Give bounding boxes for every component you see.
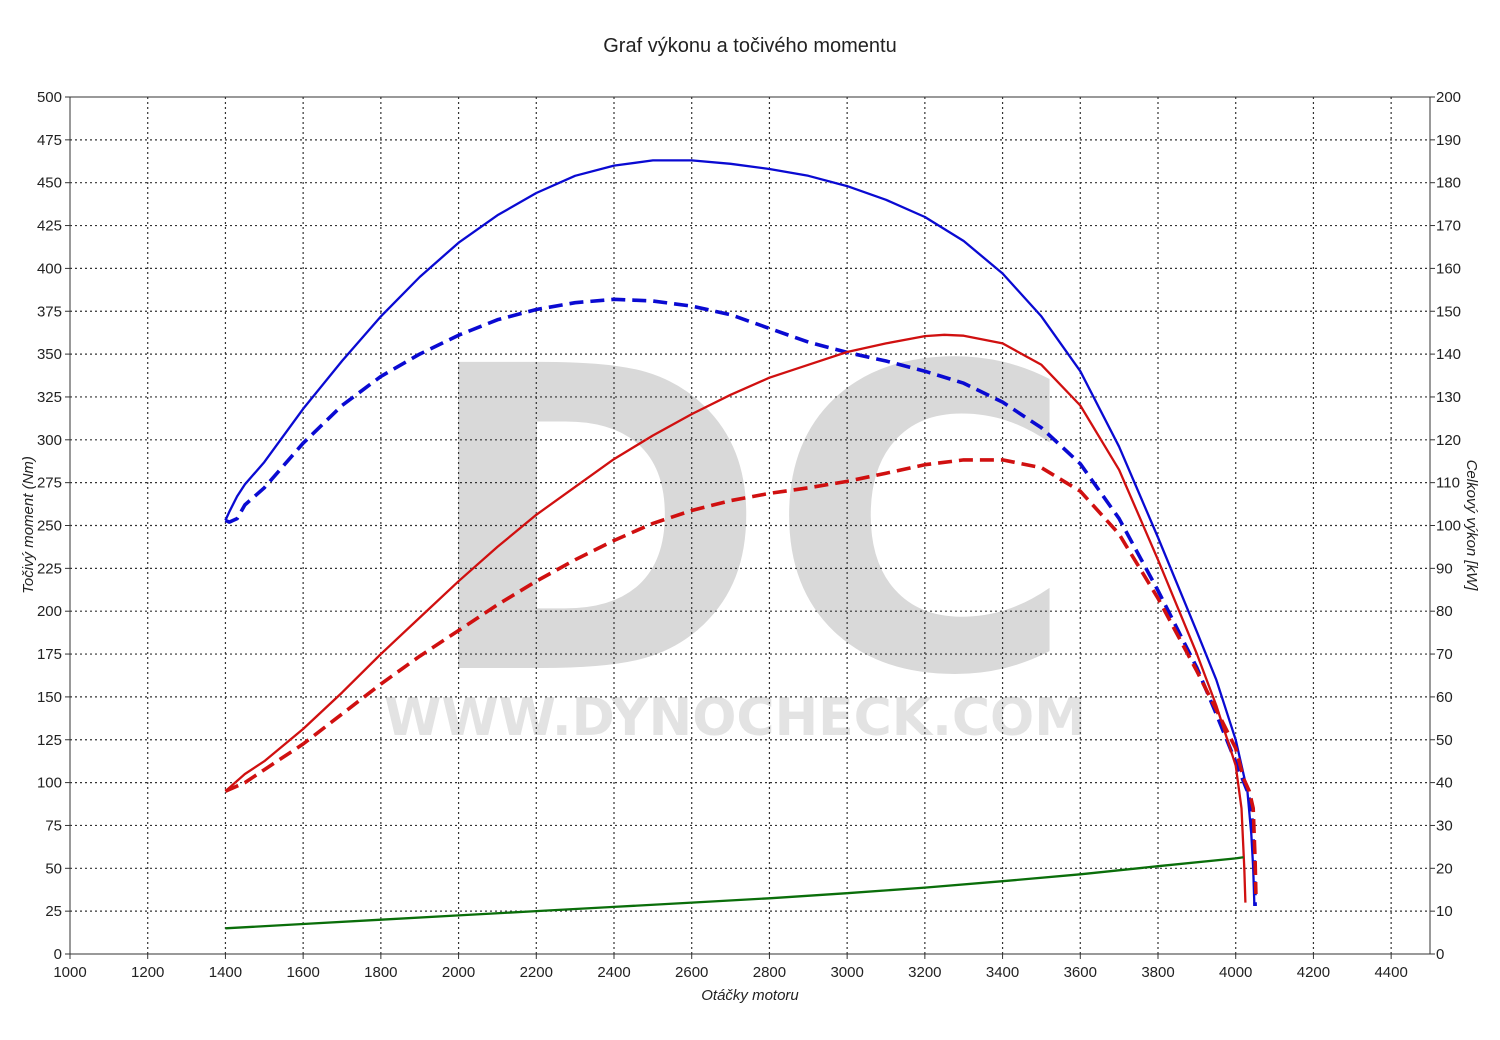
y-right-tick-label: 180	[1436, 175, 1461, 192]
y-left-tick-label: 250	[37, 518, 62, 535]
y-left-tick-label: 375	[37, 303, 62, 320]
y-right-tick-label: 60	[1436, 689, 1453, 706]
y-right-tick-label: 190	[1436, 132, 1461, 149]
x-tick-label: 2200	[520, 964, 553, 981]
grid	[70, 97, 1430, 954]
y-left-tick-label: 150	[37, 689, 62, 706]
x-tick-label: 3800	[1141, 964, 1174, 981]
y-right-tick-label: 100	[1436, 518, 1461, 535]
y-left-tick-label: 400	[37, 260, 62, 277]
series-lines	[224, 159, 1258, 930]
x-tick-label: 3600	[1064, 964, 1097, 981]
x-tick-label: 2400	[597, 964, 630, 981]
y-left-tick-label: 175	[37, 646, 62, 663]
y-left-tick-label: 300	[37, 432, 62, 449]
watermark-logo: DC	[420, 279, 1077, 768]
y-left-tick-label: 100	[37, 775, 62, 792]
y-right-tick-label: 50	[1436, 732, 1453, 749]
x-tick-label: 2600	[675, 964, 708, 981]
x-tick-label: 3400	[986, 964, 1019, 981]
y-left-tick-label: 325	[37, 389, 62, 406]
y-right-tick-label: 30	[1436, 817, 1453, 834]
x-tick-label: 3200	[908, 964, 941, 981]
y-left-tick-label: 450	[37, 175, 62, 192]
y-axis-right-title: Celkový výkon [kW]	[1463, 460, 1480, 592]
plot-frame	[69, 96, 1431, 955]
y-right-tick-label: 140	[1436, 346, 1461, 363]
x-tick-label: 1200	[131, 964, 164, 981]
y-left-tick-label: 125	[37, 732, 62, 749]
x-tick-label: 4000	[1219, 964, 1252, 981]
y-left-tick-label: 50	[45, 860, 62, 877]
x-axis-title: Otáčky motoru	[701, 987, 799, 1004]
loss-power-line	[225, 856, 1244, 930]
x-tick-label: 1600	[286, 964, 319, 981]
y-right-tick-label: 160	[1436, 260, 1461, 277]
y-right-tick-label: 110	[1436, 475, 1460, 492]
watermark: DC WWW.DYNOCHECK.COM	[384, 279, 1086, 768]
y-left-tick-label: 425	[37, 218, 62, 235]
y-left-tick-label: 350	[37, 346, 62, 363]
y-axis-left-title: Točivý moment (Nm)	[20, 456, 37, 594]
y-right-tick-label: 10	[1436, 903, 1453, 920]
axis-ticks: 1000 1200 1400 1600 1800 2000 2200 2400 2600 2800…	[37, 89, 1461, 981]
watermark-url: WWW.DYNOCHECK.COM	[384, 688, 1086, 748]
y-left-tick-label: 25	[45, 903, 62, 920]
y-right-tick-label: 70	[1436, 646, 1453, 663]
x-tick-label: 3000	[830, 964, 863, 981]
y-right-tick-label: 130	[1436, 389, 1461, 406]
y-right-tick-label: 120	[1436, 432, 1461, 449]
y-left-tick-label: 275	[37, 475, 62, 492]
x-tick-label: 4400	[1374, 964, 1407, 981]
y-left-tick-label: 500	[37, 89, 62, 106]
power-stock-line	[224, 333, 1247, 903]
y-left-tick-label: 0	[54, 946, 62, 963]
x-tick-label: 4200	[1297, 964, 1330, 981]
torque-stock-line	[224, 159, 1256, 907]
y-left-tick-label: 225	[37, 560, 62, 577]
power-tuned-line	[224, 458, 1258, 895]
y-right-tick-label: 0	[1436, 946, 1444, 963]
y-right-tick-label: 80	[1436, 603, 1453, 620]
x-tick-label: 2000	[442, 964, 475, 981]
x-tick-label: 1000	[53, 964, 86, 981]
chart-title: Graf výkonu a točivého momentu	[603, 35, 896, 57]
y-left-tick-label: 475	[37, 132, 62, 149]
y-right-tick-label: 150	[1436, 303, 1461, 320]
y-right-tick-label: 90	[1436, 560, 1453, 577]
y-right-tick-label: 40	[1436, 775, 1453, 792]
x-tick-label: 1400	[209, 964, 242, 981]
y-right-tick-label: 200	[1436, 89, 1461, 106]
x-tick-label: 2800	[753, 964, 786, 981]
y-left-tick-label: 200	[37, 603, 62, 620]
y-right-tick-label: 20	[1436, 860, 1453, 877]
x-tick-label: 1800	[364, 964, 397, 981]
y-left-tick-label: 75	[45, 817, 62, 834]
y-right-tick-label: 170	[1436, 218, 1461, 235]
